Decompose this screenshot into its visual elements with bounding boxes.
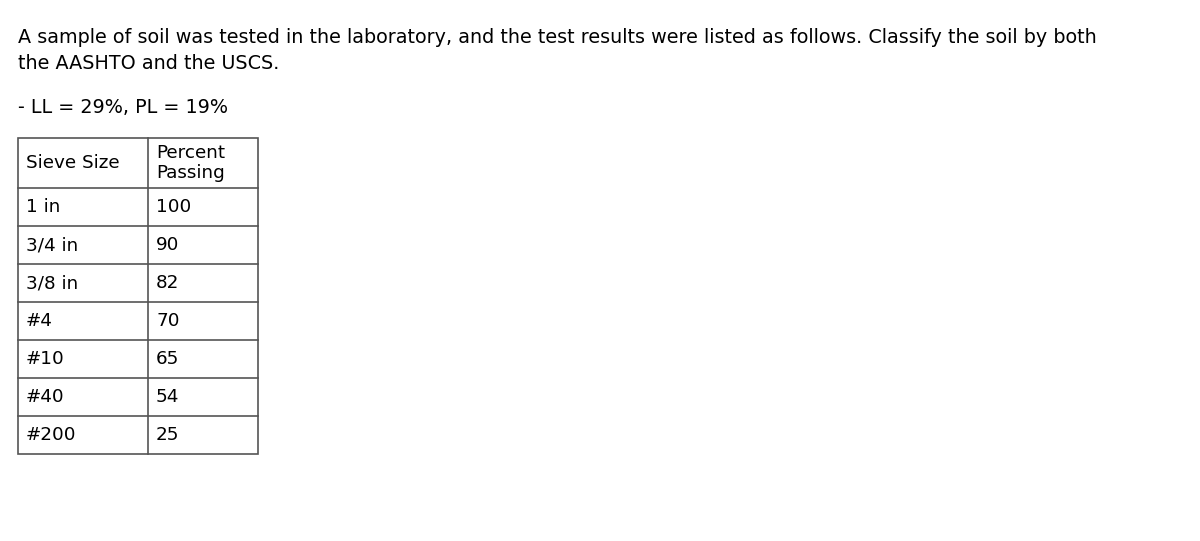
Text: 65: 65 (156, 350, 179, 368)
Text: - LL = 29%, PL = 19%: - LL = 29%, PL = 19% (18, 98, 228, 117)
Text: 70: 70 (156, 312, 180, 330)
Text: 100: 100 (156, 198, 191, 216)
Text: 90: 90 (156, 236, 179, 254)
Text: #10: #10 (26, 350, 65, 368)
Text: Passing: Passing (156, 164, 224, 182)
Text: Sieve Size: Sieve Size (26, 154, 120, 172)
Text: Percent: Percent (156, 144, 226, 162)
Text: #40: #40 (26, 388, 65, 406)
Text: 25: 25 (156, 426, 180, 444)
Text: 3/8 in: 3/8 in (26, 274, 78, 292)
Text: #200: #200 (26, 426, 77, 444)
Bar (18, 138, 258, 454)
Text: the AASHTO and the USCS.: the AASHTO and the USCS. (18, 54, 280, 73)
Text: 1 in: 1 in (26, 198, 60, 216)
Text: #4: #4 (26, 312, 53, 330)
Text: 3/4 in: 3/4 in (26, 236, 78, 254)
Text: A sample of soil was tested in the laboratory, and the test results were listed : A sample of soil was tested in the labor… (18, 28, 1097, 47)
Text: 82: 82 (156, 274, 179, 292)
Text: 54: 54 (156, 388, 179, 406)
